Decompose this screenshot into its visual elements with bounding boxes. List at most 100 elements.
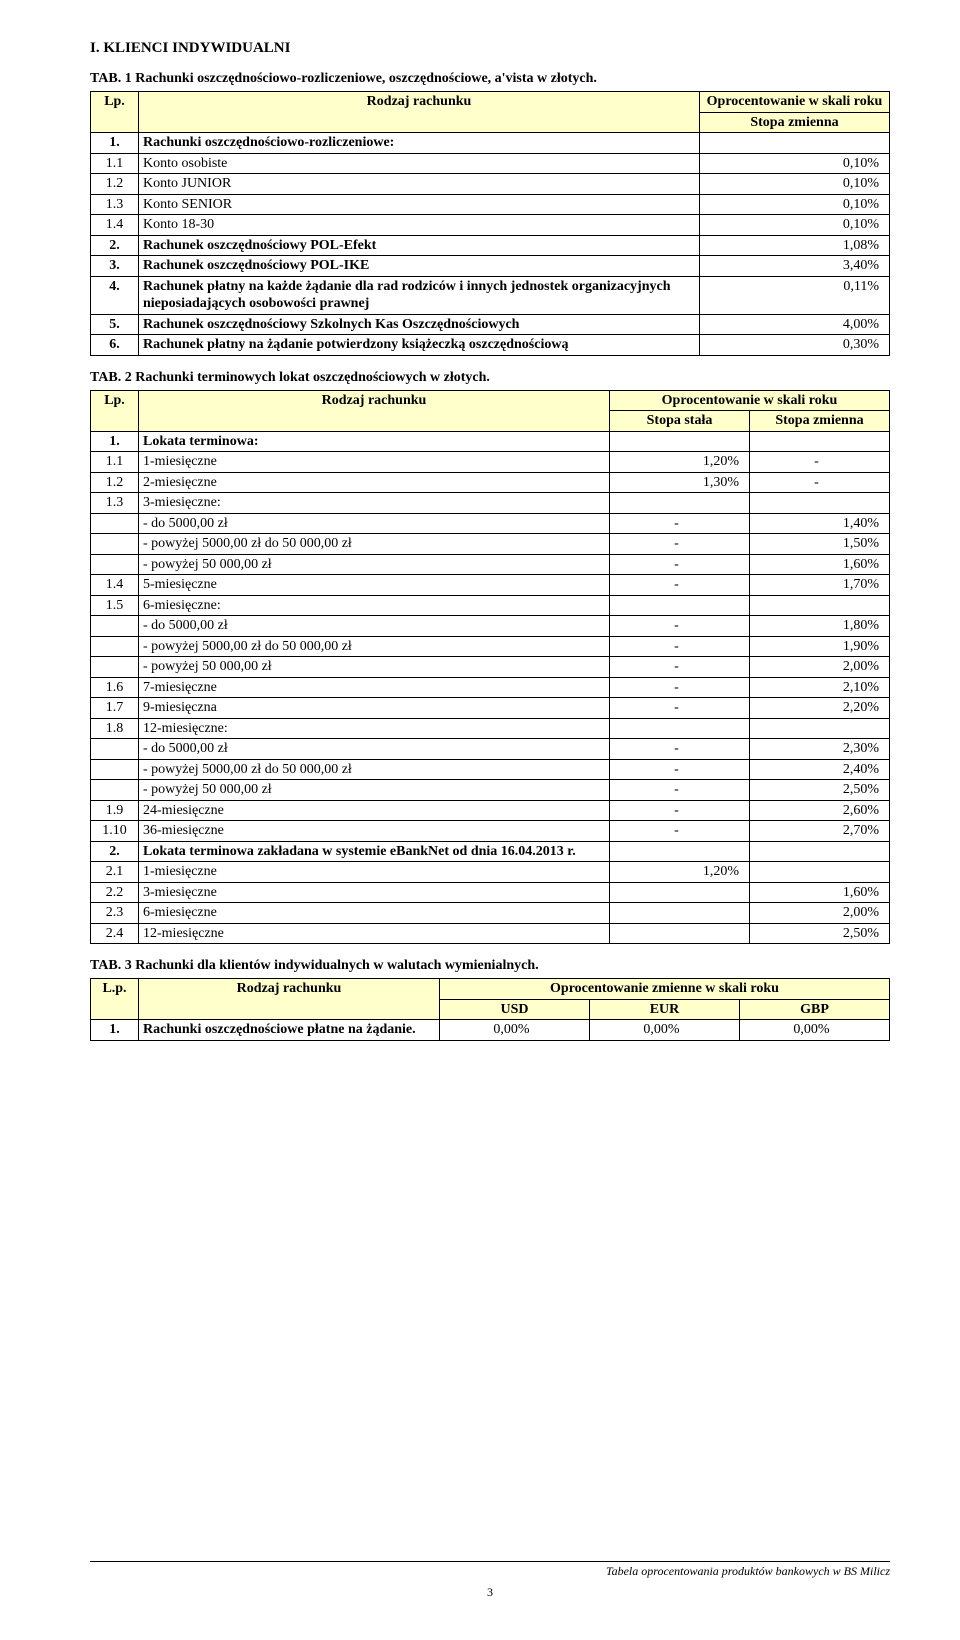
cell-name: - powyżej 5000,00 zł do 50 000,00 zł — [139, 636, 610, 657]
cell-rate-a: - — [610, 780, 750, 801]
cell-rate-a — [610, 923, 750, 944]
cell-rate-a — [610, 595, 750, 616]
cell-name: Konto JUNIOR — [139, 174, 700, 195]
cell-name: Rachunki oszczędnościowo-rozliczeniowe: — [139, 133, 700, 154]
cell-usd: 0,00% — [440, 1020, 590, 1041]
cell-rate-a: 1,20% — [610, 452, 750, 473]
cell-rate: 4,00% — [700, 314, 890, 335]
cell-lp: 5. — [91, 314, 139, 335]
table-row: 1.4Konto 18-300,10% — [91, 215, 890, 236]
cell-rate: 0,10% — [700, 153, 890, 174]
cell-rate-b — [750, 431, 890, 452]
table-row: 1.45-miesięczne-1,70% — [91, 575, 890, 596]
cell-lp: 1.5 — [91, 595, 139, 616]
table3-sub-gbp: GBP — [740, 999, 890, 1020]
section-heading: I. KLIENCI INDYWIDUALNI — [90, 40, 890, 57]
cell-name: - powyżej 5000,00 zł do 50 000,00 zł — [139, 534, 610, 555]
cell-lp: 1.2 — [91, 174, 139, 195]
cell-lp: 1.1 — [91, 452, 139, 473]
table-row: 1.67-miesięczne-2,10% — [91, 677, 890, 698]
cell-lp: 2.4 — [91, 923, 139, 944]
table-row: 1.1036-miesięczne-2,70% — [91, 821, 890, 842]
cell-name: 12-miesięczne: — [139, 718, 610, 739]
cell-rate-b: 2,50% — [750, 923, 890, 944]
table1-header-row: Lp. Rodzaj rachunku Oprocentowanie w ska… — [91, 92, 890, 113]
cell-name: 2-miesięczne — [139, 472, 610, 493]
cell-rate-a: - — [610, 554, 750, 575]
table-row: 2.11-miesięczne1,20% — [91, 862, 890, 883]
table-row: 2.Rachunek oszczędnościowy POL-Efekt1,08… — [91, 235, 890, 256]
cell-rate-a: - — [610, 534, 750, 555]
cell-lp — [91, 636, 139, 657]
cell-rate-b: 2,30% — [750, 739, 890, 760]
cell-lp: 6. — [91, 335, 139, 356]
cell-rate-a: - — [610, 513, 750, 534]
cell-rate: 0,10% — [700, 174, 890, 195]
table-row: - do 5000,00 zł-1,80% — [91, 616, 890, 637]
table-row: 4.Rachunek płatny na każde żądanie dla r… — [91, 276, 890, 314]
table1-rate-hdr: Oprocentowanie w skali roku — [700, 92, 890, 113]
table3-col-name: Rodzaj rachunku — [139, 979, 440, 1020]
table-row: - do 5000,00 zł-2,30% — [91, 739, 890, 760]
table-row: 2.23-miesięczne1,60% — [91, 882, 890, 903]
table3-sub-usd: USD — [440, 999, 590, 1020]
cell-name: 7-miesięczne — [139, 677, 610, 698]
table-row: 1.1Konto osobiste0,10% — [91, 153, 890, 174]
table1-rate-sub: Stopa zmienna — [700, 112, 890, 133]
cell-lp — [91, 616, 139, 637]
table-row: 1.812-miesięczne: — [91, 718, 890, 739]
cell-rate-a: - — [610, 698, 750, 719]
cell-lp: 2.3 — [91, 903, 139, 924]
table2-col-name: Rodzaj rachunku — [139, 390, 610, 431]
cell-name: Lokata terminowa zakładana w systemie eB… — [139, 841, 610, 862]
cell-name: 12-miesięczne — [139, 923, 610, 944]
table3-col-lp: L.p. — [91, 979, 139, 1020]
cell-lp — [91, 739, 139, 760]
cell-name: Rachunek oszczędnościowy POL-IKE — [139, 256, 700, 277]
table-row: - powyżej 5000,00 zł do 50 000,00 zł-2,4… — [91, 759, 890, 780]
table1-col-name: Rodzaj rachunku — [139, 92, 700, 133]
cell-rate-b — [750, 718, 890, 739]
cell-name: - powyżej 50 000,00 zł — [139, 554, 610, 575]
table3-rate-hdr: Oprocentowanie zmienne w skali roku — [440, 979, 890, 1000]
cell-rate-b — [750, 493, 890, 514]
cell-lp — [91, 513, 139, 534]
cell-name: 6-miesięczne: — [139, 595, 610, 616]
table-row: 1.11-miesięczne1,20%- — [91, 452, 890, 473]
table-row: - powyżej 50 000,00 zł-2,00% — [91, 657, 890, 678]
cell-name: - powyżej 5000,00 zł do 50 000,00 zł — [139, 759, 610, 780]
cell-name: 36-miesięczne — [139, 821, 610, 842]
table-row: - powyżej 50 000,00 zł-1,60% — [91, 554, 890, 575]
cell-name: Konto 18-30 — [139, 215, 700, 236]
cell-name: - powyżej 50 000,00 zł — [139, 657, 610, 678]
cell-lp — [91, 534, 139, 555]
table1-col-lp: Lp. — [91, 92, 139, 133]
table-row: 2.412-miesięczne 2,50% — [91, 923, 890, 944]
table-row: 1.56-miesięczne: — [91, 595, 890, 616]
cell-name: 24-miesięczne — [139, 800, 610, 821]
page-footer: Tabela oprocentowania produktów bankowyc… — [90, 1561, 890, 1579]
table-row: 1.22-miesięczne1,30%- — [91, 472, 890, 493]
cell-rate-a: - — [610, 800, 750, 821]
cell-rate-a: - — [610, 636, 750, 657]
cell-name: - do 5000,00 zł — [139, 616, 610, 637]
table-row: 1.Rachunki oszczędnościowo-rozliczeniowe… — [91, 133, 890, 154]
cell-name: 3-miesięczne — [139, 882, 610, 903]
cell-rate-a — [610, 718, 750, 739]
table3-header-row: L.p. Rodzaj rachunku Oprocentowanie zmie… — [91, 979, 890, 1000]
cell-lp — [91, 554, 139, 575]
cell-name: 1-miesięczne — [139, 452, 610, 473]
cell-rate: 3,40% — [700, 256, 890, 277]
table-row: - powyżej 50 000,00 zł-2,50% — [91, 780, 890, 801]
table1-title: TAB. 1 Rachunki oszczędnościowo-rozlicze… — [90, 71, 890, 87]
table2: Lp. Rodzaj rachunku Oprocentowanie w ska… — [90, 390, 890, 945]
cell-rate-b: 2,00% — [750, 903, 890, 924]
cell-rate-b: 2,00% — [750, 657, 890, 678]
table-row: 1.Rachunki oszczędnościowe płatne na żąd… — [91, 1020, 890, 1041]
table2-sub-a: Stopa stała — [610, 411, 750, 432]
cell-rate-b: 2,50% — [750, 780, 890, 801]
table-row: 6.Rachunek płatny na żądanie potwierdzon… — [91, 335, 890, 356]
cell-name: Rachunek płatny na każde żądanie dla rad… — [139, 276, 700, 314]
table-row: - do 5000,00 zł-1,40% — [91, 513, 890, 534]
cell-rate: 0,10% — [700, 215, 890, 236]
